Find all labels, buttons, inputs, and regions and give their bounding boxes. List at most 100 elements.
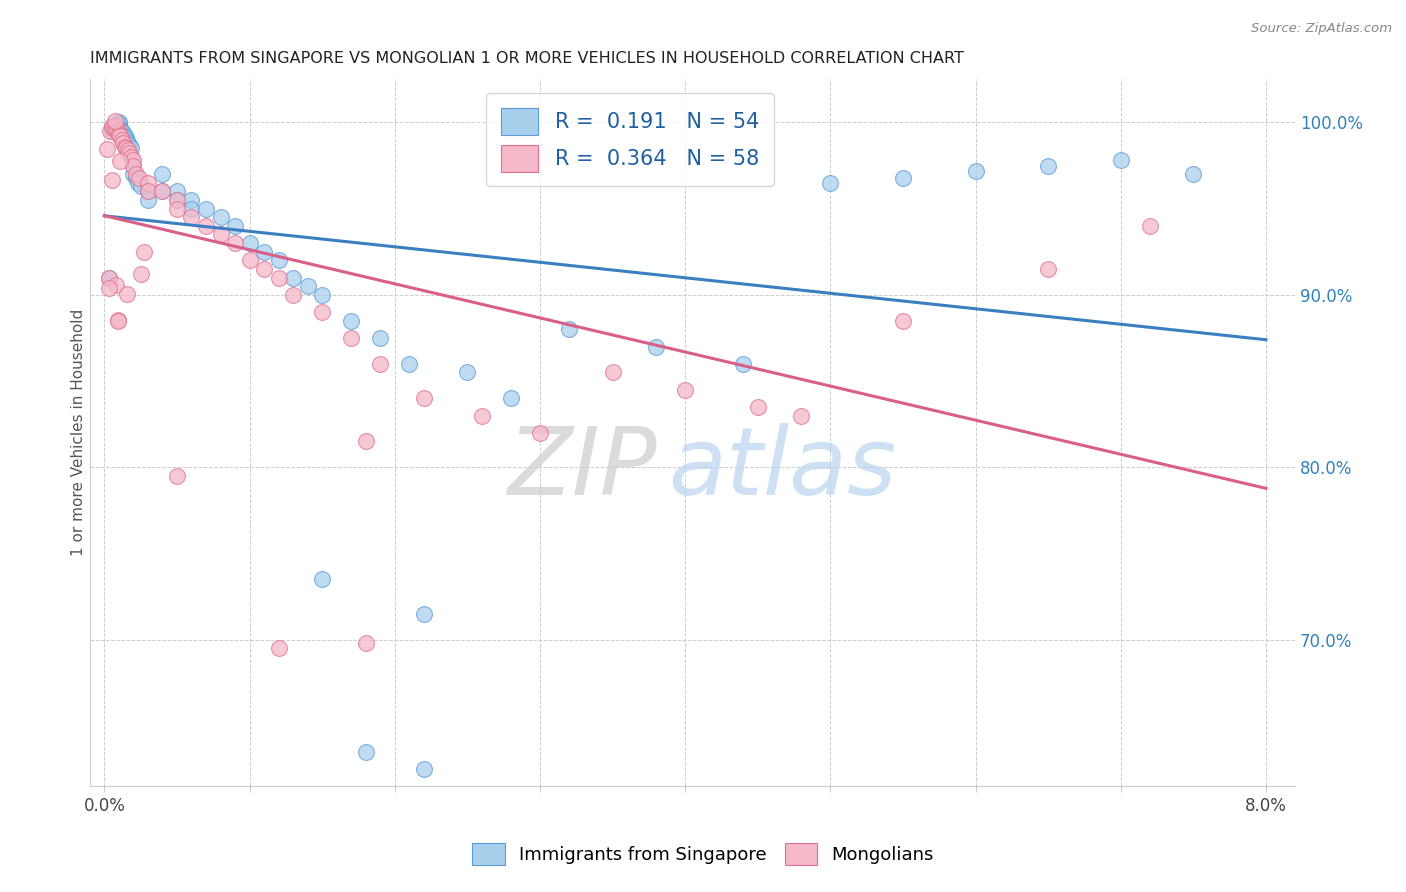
Point [104, 114, 127, 128]
Text: Source: ZipAtlas.com: Source: ZipAtlas.com [1251, 22, 1392, 36]
Point [412, 607, 434, 621]
Point [107, 314, 129, 328]
Point [108, 117, 131, 131]
Point [101, 119, 124, 133]
Point [747, 400, 769, 414]
Point [340, 331, 363, 345]
Point [602, 365, 624, 379]
Point [152, 185, 174, 199]
Point [97, 270, 120, 285]
Point [267, 641, 290, 656]
Point [120, 150, 142, 164]
Point [125, 170, 148, 185]
Point [166, 468, 188, 483]
Point [122, 159, 145, 173]
Point [108, 120, 131, 135]
Point [456, 365, 478, 379]
Point [398, 357, 420, 371]
Point [112, 136, 135, 150]
Point [195, 219, 218, 233]
Point [471, 409, 494, 423]
Point [104, 122, 127, 136]
Point [114, 139, 136, 153]
Point [297, 279, 319, 293]
Text: atlas: atlas [668, 423, 897, 514]
Point [134, 244, 156, 259]
Point [354, 434, 377, 449]
Point [129, 179, 152, 194]
Point [108, 128, 131, 142]
Point [790, 409, 813, 423]
Point [311, 572, 333, 586]
Text: ZIP: ZIP [506, 423, 657, 514]
Point [100, 119, 122, 133]
Point [820, 176, 842, 190]
Point [180, 211, 202, 225]
Point [108, 126, 131, 140]
Point [122, 167, 145, 181]
Point [100, 124, 122, 138]
Point [891, 170, 914, 185]
Point [110, 129, 132, 144]
Point [131, 267, 153, 281]
Point [354, 636, 377, 650]
Point [239, 236, 262, 251]
Point [267, 270, 290, 285]
Point [965, 163, 987, 178]
Point [122, 153, 145, 168]
Point [107, 119, 129, 133]
Point [1038, 159, 1060, 173]
Point [195, 202, 218, 216]
Point [118, 146, 141, 161]
Point [115, 131, 138, 145]
Point [340, 314, 363, 328]
Point [115, 141, 138, 155]
Y-axis label: 1 or more Vehicles in Household: 1 or more Vehicles in Household [72, 310, 86, 557]
Point [125, 167, 148, 181]
Point [281, 288, 304, 302]
Point [122, 159, 145, 173]
Point [127, 176, 149, 190]
Legend: R =  0.191   N = 54, R =  0.364   N = 58: R = 0.191 N = 54, R = 0.364 N = 58 [486, 94, 773, 186]
Point [267, 253, 290, 268]
Legend: Immigrants from Singapore, Mongolians: Immigrants from Singapore, Mongolians [463, 834, 943, 874]
Point [1109, 153, 1132, 168]
Point [239, 253, 262, 268]
Point [103, 120, 125, 135]
Point [180, 193, 202, 207]
Point [645, 340, 668, 354]
Point [166, 193, 188, 207]
Point [311, 288, 333, 302]
Point [136, 185, 159, 199]
Point [105, 278, 128, 293]
Point [891, 314, 914, 328]
Point [107, 124, 129, 138]
Point [115, 133, 138, 147]
Point [103, 122, 125, 136]
Point [114, 129, 136, 144]
Point [117, 143, 139, 157]
Point [412, 391, 434, 405]
Point [368, 357, 391, 371]
Point [558, 322, 581, 336]
Point [166, 185, 188, 199]
Point [368, 331, 391, 345]
Point [180, 202, 202, 216]
Point [101, 120, 124, 135]
Point [112, 126, 135, 140]
Point [673, 383, 696, 397]
Point [136, 176, 159, 190]
Point [499, 391, 522, 405]
Point [110, 122, 132, 136]
Point [166, 202, 188, 216]
Point [412, 762, 434, 776]
Point [1182, 167, 1205, 181]
Point [209, 211, 232, 225]
Point [98, 124, 121, 138]
Point [101, 172, 124, 186]
Point [311, 305, 333, 319]
Point [166, 193, 188, 207]
Point [733, 357, 755, 371]
Point [97, 270, 120, 285]
Point [117, 287, 139, 301]
